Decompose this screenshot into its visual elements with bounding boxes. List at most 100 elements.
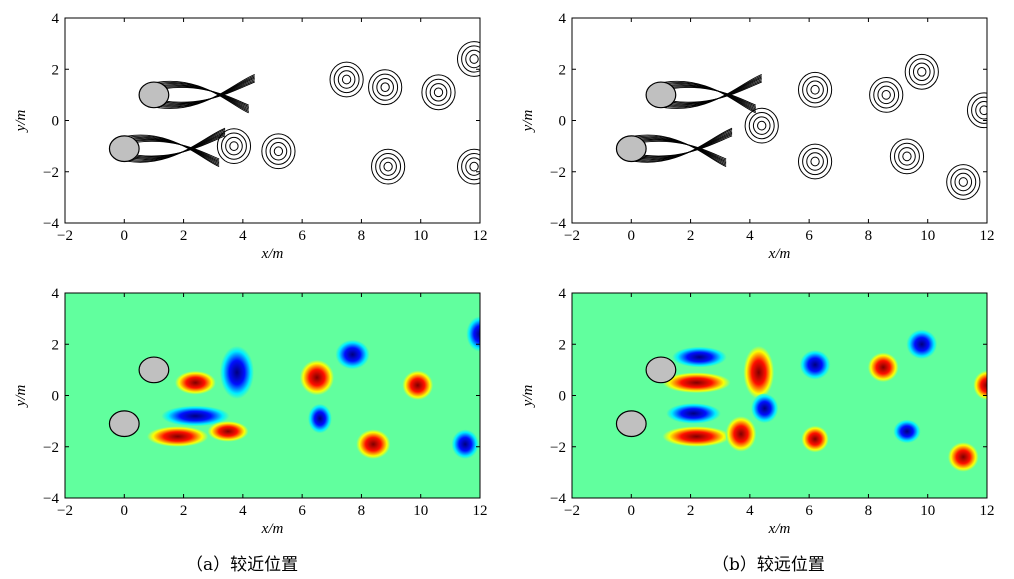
vortex-contour-2-2 (429, 83, 448, 102)
vortex-contour-6-2 (465, 157, 480, 176)
vortex-contour-3-2 (465, 49, 480, 69)
vortex-contour-5-4 (371, 148, 406, 185)
vortex-contour-3-3 (971, 96, 987, 124)
vorticity-blob-11 (466, 316, 480, 352)
x-tick-label: 0 (121, 503, 129, 519)
vorticity-blob-10 (451, 429, 479, 459)
vortex-contour-2-4 (904, 53, 939, 90)
cylinder-1 (108, 410, 140, 438)
vorticity-blob-9 (867, 352, 899, 383)
x-axis-label: x/m (261, 521, 284, 537)
x-tick-label: 6 (298, 228, 306, 244)
x-tick-label: 0 (121, 228, 129, 244)
vortex-contour-1-3 (372, 73, 399, 101)
y-tick-label: 4 (52, 11, 60, 27)
plot-frame (571, 17, 988, 224)
vortex-contour-0-3 (802, 76, 829, 104)
vortex-contour-7-1 (229, 141, 239, 151)
y-tick-label: 4 (559, 286, 567, 302)
vortex-contour-7-2 (225, 136, 243, 156)
y-tick-label: 4 (52, 286, 60, 302)
vorticity-blob-1 (662, 372, 731, 394)
caption-a: （a）较近位置 (186, 555, 299, 575)
y-tick-label: −4 (550, 216, 566, 232)
x-tick-label: −2 (564, 228, 580, 244)
y-tick-label: −2 (43, 165, 59, 181)
wake-line-lower-0-6 (147, 73, 255, 109)
y-axis-label: y/m (520, 110, 536, 134)
vortex-contour-3-1 (979, 105, 987, 116)
vortex-contour-4-3 (802, 147, 829, 176)
panel-b-bottom: −2 0 2 4 6 8 10 12 4 2 0 −2 −4 x/m y/m (507, 275, 1014, 550)
vortex-contour-7-3 (221, 132, 247, 160)
vortex-contour-6-1 (469, 161, 479, 172)
wake-line-1-6 (118, 134, 220, 168)
y-tick-label: −4 (43, 491, 59, 507)
vorticity-blob-7 (799, 350, 831, 380)
vortex-contour-0-1 (341, 74, 352, 85)
vorticity-blob-2 (146, 426, 209, 447)
vorticity-blob-5 (299, 359, 335, 396)
cylinder-0 (645, 356, 677, 384)
x-axis-label: x/m (261, 246, 284, 262)
x-tick-label: 12 (980, 228, 995, 244)
vortex-contour-0-3 (333, 65, 360, 94)
x-tick-label: 4 (239, 228, 247, 244)
panel-b-top: −2 0 2 4 6 8 10 12 4 2 0 −2 −4 x/m y/m (507, 0, 1014, 275)
cylinder-0 (138, 81, 170, 109)
vortex-contour-6-4 (946, 164, 981, 200)
x-tick-label: 8 (865, 503, 873, 519)
vortex-contour-4-3 (265, 137, 292, 165)
vorticity-blob-10 (906, 329, 938, 359)
vortex-contour-2-1 (917, 66, 927, 77)
vorticity-blob-6 (751, 393, 779, 424)
vorticity-blob-3 (666, 403, 721, 424)
vorticity-blob-4 (207, 421, 249, 442)
vortex-contour-5-3 (375, 153, 402, 181)
vortex-contour-1-2 (376, 77, 394, 97)
y-tick-label: −2 (550, 165, 566, 181)
vortex-contour-2-3 (425, 78, 452, 106)
vortex-contour-4-2 (269, 142, 288, 161)
vortex-contour-5-2 (379, 157, 397, 176)
wake-line-lower-1-6 (625, 127, 733, 163)
vortex-contour-6-1 (958, 177, 968, 187)
vortex-contour-7-1 (757, 120, 767, 131)
vortex-contour-1-4 (869, 76, 904, 113)
y-axis-label: y/m (520, 385, 536, 409)
vortex-contour-3-3 (461, 45, 480, 73)
vortex-contour-7-3 (748, 112, 775, 140)
vorticity-blob-11 (893, 419, 921, 444)
vortex-contour-7-4 (744, 107, 779, 144)
panel-a-bottom: −2 0 2 4 6 8 10 12 4 2 0 −2 −4 x/m y/m (0, 275, 507, 550)
x-tick-label: −2 (57, 228, 73, 244)
y-tick-label: 2 (52, 337, 60, 353)
x-tick-label: 2 (180, 503, 188, 519)
x-tick-label: 2 (180, 228, 188, 244)
vorticity-blob-0 (672, 346, 727, 368)
x-tick-label: 10 (920, 228, 935, 244)
vortex-contour-1-1 (380, 82, 390, 93)
vorticity-blob-6 (335, 339, 370, 370)
y-tick-label: −2 (550, 440, 566, 456)
x-tick-label: 4 (746, 503, 754, 519)
y-tick-label: −2 (43, 440, 59, 456)
cylinder-1 (615, 410, 647, 438)
vortex-contour-7-4 (216, 128, 252, 165)
vortex-contour-2-2 (912, 62, 931, 82)
vortex-contour-5-3 (894, 142, 920, 170)
vortex-contour-0-1 (810, 84, 820, 95)
vorticity-blob-12 (947, 442, 979, 472)
y-tick-label: 4 (559, 11, 567, 27)
vortex-contour-3-4 (966, 92, 987, 129)
y-axis-label: y/m (13, 110, 29, 134)
y-tick-label: 0 (559, 114, 567, 130)
wake-line-1-6 (625, 134, 727, 168)
vorticity-blob-1 (219, 345, 254, 399)
x-tick-label: 6 (298, 503, 306, 519)
x-tick-label: 10 (413, 503, 428, 519)
x-tick-label: 8 (865, 228, 873, 244)
vortex-contour-1-2 (877, 85, 896, 105)
vortex-contour-3-4 (456, 41, 480, 77)
vorticity-blob-0 (174, 370, 216, 395)
